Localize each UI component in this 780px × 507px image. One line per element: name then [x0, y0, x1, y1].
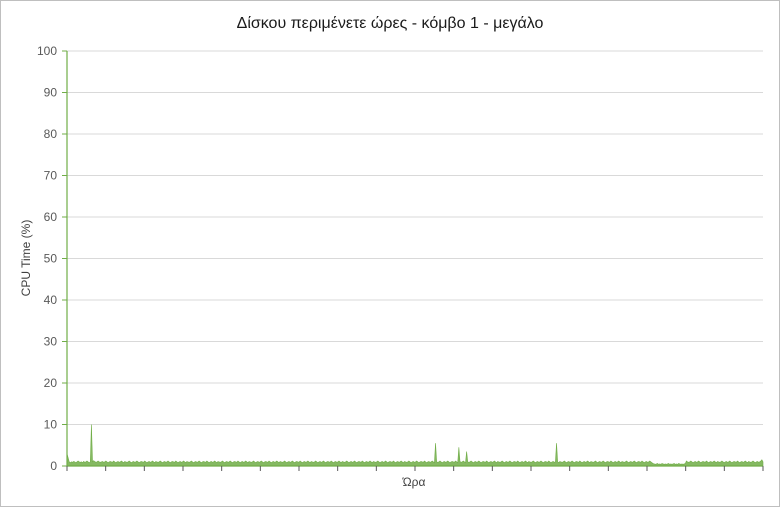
y-tick-label-70: 70 — [44, 169, 58, 183]
y-tick-label-60: 60 — [44, 210, 58, 224]
grid-lines — [67, 50, 763, 425]
y-tick-label-30: 30 — [44, 335, 58, 349]
series-area-0 — [66, 424, 764, 467]
series-layer — [66, 424, 764, 467]
y-tick-label-90: 90 — [44, 86, 58, 100]
y-tick-label-80: 80 — [44, 127, 58, 141]
y-tick-label-100: 100 — [37, 44, 57, 58]
y-tick-label-40: 40 — [44, 293, 58, 307]
y-tick-label-0: 0 — [50, 459, 57, 473]
axes — [62, 50, 764, 471]
y-tick-label-50: 50 — [44, 252, 58, 266]
x-axis-label: Ώρα — [402, 475, 426, 489]
y-tick-labels: 0 10 20 30 40 50 60 70 80 90 100 — [37, 44, 57, 473]
y-tick-label-10: 10 — [44, 418, 58, 432]
y-tick-label-20: 20 — [44, 376, 58, 390]
chart-title: Δίσκου περιμένετε ώρες - κόμβο 1 - μεγάλ… — [236, 15, 544, 32]
